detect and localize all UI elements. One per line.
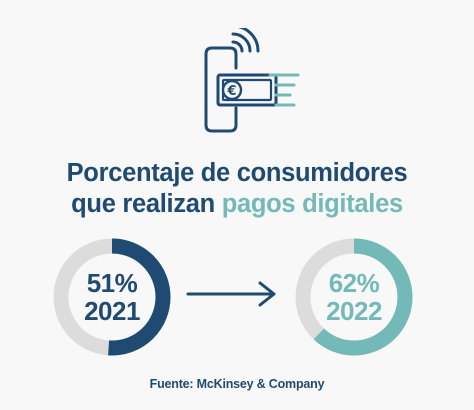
title-line-2: que realizan pagos digitales <box>0 189 474 220</box>
arrow-right-icon <box>186 281 276 307</box>
title-highlight: pagos digitales <box>221 190 403 218</box>
wave-small <box>231 40 244 53</box>
donut-2021: 51% 2021 <box>51 236 173 358</box>
donut-arc-2022 <box>295 238 413 356</box>
source-note: Fuente: McKinsey & Company <box>149 377 325 391</box>
page-title: Porcentaje de consumidores que realizan … <box>0 158 474 220</box>
donut-value-label-2022: 62% <box>328 268 380 298</box>
svg-text:€: € <box>226 84 236 99</box>
wave-medium <box>231 32 252 53</box>
donut-year-label-2021: 2021 <box>84 296 140 326</box>
contactless-euro-payment-icon: € <box>180 24 300 136</box>
donut-arc-2021 <box>53 238 171 356</box>
title-line-1: Porcentaje de consumidores <box>66 159 408 187</box>
title-line-2-part-1: que realizan <box>71 190 222 218</box>
donut-2022: 62% 2022 <box>293 236 415 358</box>
donut-value-label-2021: 51% <box>86 268 138 298</box>
donut-year-label-2022: 2022 <box>326 296 382 326</box>
